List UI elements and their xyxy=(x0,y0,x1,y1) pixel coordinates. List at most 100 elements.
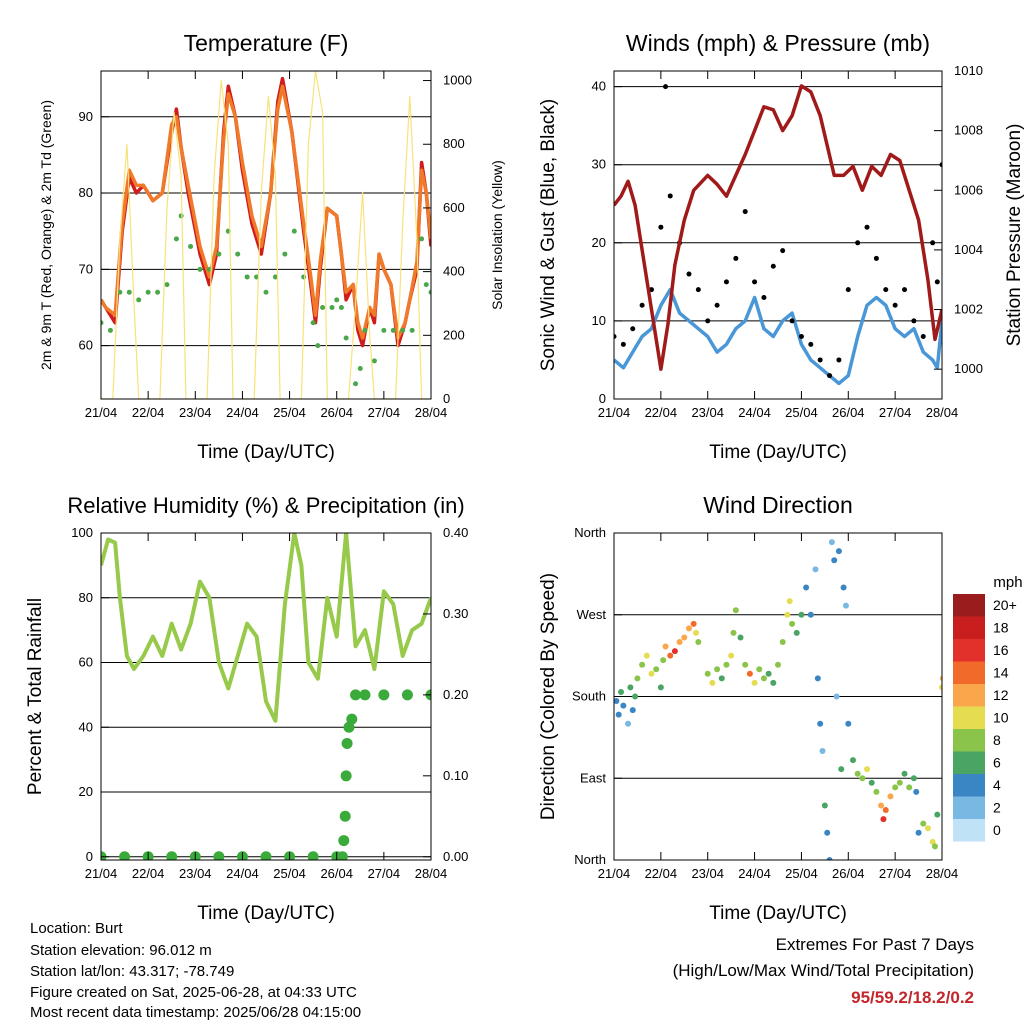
x-tick-label: 27/04 xyxy=(879,866,912,881)
precip-point xyxy=(359,689,371,701)
extremes-title: Extremes For Past 7 Days xyxy=(775,935,974,954)
dewpoint-point xyxy=(155,289,161,295)
precip-point xyxy=(338,835,350,847)
x-tick-label: 25/04 xyxy=(273,866,306,881)
series-group xyxy=(614,539,950,860)
gust-point xyxy=(639,302,645,308)
y-tick-label: 40 xyxy=(592,79,606,94)
direction-point xyxy=(648,670,655,677)
dewpoint-point xyxy=(136,297,142,303)
gust-point xyxy=(892,302,898,308)
y-axis-label: Sonic Wind & Gust (Blue, Black) xyxy=(538,99,559,371)
colorbar-swatch xyxy=(953,616,985,639)
gust-point xyxy=(663,84,669,90)
direction-point xyxy=(892,784,899,791)
direction-point xyxy=(939,675,942,682)
y-tick-label-right: 0.30 xyxy=(443,606,468,621)
gust-point xyxy=(902,287,908,293)
x-tick-label: 23/04 xyxy=(691,405,724,420)
y-axis-label-right: Solar Insolation (Yellow) xyxy=(489,160,505,310)
dewpoint-point xyxy=(197,266,203,272)
gust-point xyxy=(883,287,889,293)
chart-panel-4: 21/04 22/04 23/04 24/04 25/04 26/04 27/04 28/04… xyxy=(538,492,1023,924)
y-tick-label: 60 xyxy=(79,338,93,353)
colorbar-label: 6 xyxy=(993,755,1001,771)
direction-point xyxy=(817,720,824,727)
direction-point xyxy=(615,711,622,718)
precip-point xyxy=(101,851,107,860)
direction-point xyxy=(723,661,730,668)
dewpoint-point xyxy=(117,289,123,295)
wind-line xyxy=(614,287,942,386)
direction-point xyxy=(944,594,950,600)
direction-point xyxy=(826,857,833,860)
direction-point xyxy=(629,707,636,714)
x-tick-label: 21/04 xyxy=(598,405,631,420)
x-tick-label: 21/04 xyxy=(598,866,631,881)
extremes-values: 95/59.2/18.2/0.2 xyxy=(851,988,974,1007)
gust-point xyxy=(808,341,814,347)
y-tick-label-right: 200 xyxy=(443,327,465,342)
direction-point xyxy=(742,661,749,668)
direction-point xyxy=(618,688,625,695)
direction-point xyxy=(864,766,871,773)
colorbar-swatch xyxy=(953,661,985,684)
x-tick-label: 24/04 xyxy=(226,405,259,420)
y-tick-label: 0 xyxy=(599,391,606,406)
direction-point xyxy=(812,566,819,573)
x-tick-label: 23/04 xyxy=(179,405,212,420)
precip-point xyxy=(339,810,351,822)
gust-point xyxy=(780,248,786,254)
pressure-line xyxy=(614,84,942,371)
solar-line xyxy=(101,71,431,399)
direction-point xyxy=(915,829,922,836)
footer-created: Figure created on Sat, 2025-06-28, at 04… xyxy=(30,984,357,1001)
gust-point xyxy=(658,224,664,230)
x-axis-label: Time (Day/UTC) xyxy=(197,442,335,463)
direction-point xyxy=(730,629,737,636)
colorbar-swatch xyxy=(953,751,985,774)
chart-title: Relative Humidity (%) & Precipitation (i… xyxy=(67,493,464,518)
dewpoint-point xyxy=(381,327,387,333)
dewpoint-point xyxy=(329,304,335,310)
direction-point xyxy=(779,639,786,645)
direction-point xyxy=(803,584,810,591)
y-tick-label: 10 xyxy=(592,313,606,328)
x-tick-label: 22/04 xyxy=(645,866,678,881)
gust-point xyxy=(761,294,767,300)
y-tick-label: South xyxy=(572,689,606,704)
y-axis-label: Percent & Total Rainfall xyxy=(25,598,46,795)
direction-point xyxy=(695,639,702,645)
series-group xyxy=(614,84,942,386)
footer-latlon: Station lat/lon: 43.317; -78.749 xyxy=(30,963,235,980)
x-tick-label: 23/04 xyxy=(179,866,212,881)
y-tick-label-right: 1008 xyxy=(954,123,983,138)
colorbar-label: 10 xyxy=(993,710,1009,726)
colorbar-label: 16 xyxy=(993,642,1009,658)
precip-point xyxy=(346,713,358,725)
extremes-subtitle: (High/Low/Max Wind/Total Precipitation) xyxy=(672,961,974,980)
direction-point xyxy=(775,661,781,668)
y-tick-label-right: 1004 xyxy=(954,242,983,257)
direction-point xyxy=(765,670,772,677)
direction-point xyxy=(906,784,913,791)
precip-point xyxy=(336,851,348,860)
dewpoint-point xyxy=(343,335,349,341)
gust-point xyxy=(911,318,917,324)
direction-point xyxy=(873,788,880,795)
gust-point xyxy=(733,255,739,261)
y-tick-label: 80 xyxy=(79,185,93,200)
direction-point xyxy=(657,684,664,691)
y-tick-label: 0 xyxy=(86,849,93,864)
dewpoint-point xyxy=(428,289,431,295)
x-tick-label: 27/04 xyxy=(879,405,912,420)
y-tick-label: 60 xyxy=(79,655,93,670)
colorbar-label: 12 xyxy=(993,687,1009,703)
direction-point xyxy=(814,675,821,682)
y-tick-label: 80 xyxy=(79,590,93,605)
direction-point xyxy=(939,684,942,691)
y-tick-label-right: 1000 xyxy=(443,73,472,88)
colorbar-swatch xyxy=(953,684,985,707)
dewpoint-point xyxy=(320,304,326,310)
chart-title: Winds (mph) & Pressure (mb) xyxy=(626,30,930,56)
